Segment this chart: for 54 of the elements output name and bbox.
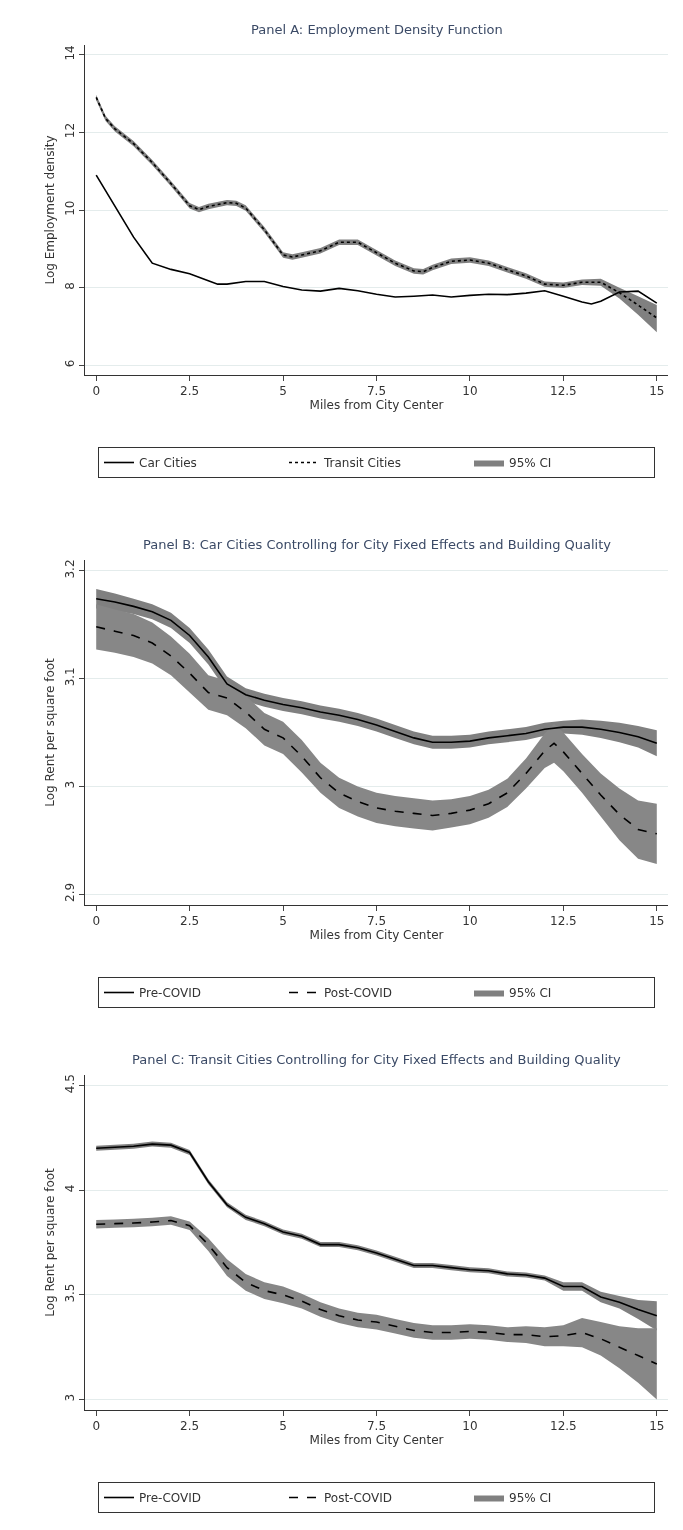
x-axis-title: Miles from City Center bbox=[309, 1433, 444, 1448]
x-tick-label: 12.5 bbox=[550, 914, 577, 929]
line-series bbox=[95, 1219, 658, 1365]
x-tick-label: 15 bbox=[649, 914, 665, 929]
y-tick-label: 8 bbox=[63, 282, 78, 290]
text: 95% CI bbox=[509, 1491, 552, 1506]
x-tick-label: 5 bbox=[279, 1419, 287, 1434]
x-tick-label: 7.5 bbox=[366, 1419, 387, 1434]
legend-label: Car Cities bbox=[139, 456, 197, 471]
y-tick-label: 3.1 bbox=[63, 667, 78, 687]
chart-title: Panel A: Employment Density Function bbox=[251, 22, 503, 37]
x-tick-label: 5 bbox=[279, 914, 287, 929]
x-tick-label: 0 bbox=[92, 914, 101, 929]
y-axis-title: Log Rent per square foot bbox=[42, 657, 57, 807]
x-tick-label: 0 bbox=[92, 384, 101, 399]
x-tick-label: 12.5 bbox=[550, 1419, 577, 1434]
y-tick-label: 14 bbox=[63, 45, 78, 61]
y-tick-label: 10 bbox=[63, 200, 78, 216]
y-tick-label: 3 bbox=[63, 1393, 78, 1402]
legend-label: Pre-COVID bbox=[139, 986, 202, 1001]
x-tick-label: 7.5 bbox=[366, 914, 387, 929]
y-axis-title: Log Rent per square foot bbox=[42, 1167, 57, 1317]
legend-label: Post-COVID bbox=[324, 986, 393, 1001]
x-tick-label: 10 bbox=[462, 384, 478, 399]
y-tick-label: 4 bbox=[63, 1184, 78, 1193]
x-tick-label: 2.5 bbox=[180, 384, 200, 399]
y-axis-title: Log Employment density bbox=[42, 135, 57, 285]
x-tick-label: 2.5 bbox=[180, 1419, 200, 1434]
x-tick-label: 15 bbox=[649, 1419, 665, 1434]
chart-title: Panel B: Car Cities Controlling for City Fixed Effects and Building Quality bbox=[143, 537, 612, 552]
y-tick-label: 3 bbox=[63, 780, 78, 789]
y-tick-label: 6 bbox=[63, 359, 78, 368]
x-tick-label: 10 bbox=[462, 1419, 478, 1434]
x-tick-label: 7.5 bbox=[366, 384, 387, 399]
x-tick-label: 15 bbox=[649, 384, 665, 399]
line-series bbox=[95, 626, 658, 835]
y-tick-label: 12 bbox=[63, 122, 78, 139]
legend-label: Post-COVID bbox=[324, 1491, 393, 1506]
chart-title: Panel C: Transit Cities Controlling for City Fixed Effects and Building Quality bbox=[132, 1052, 622, 1067]
x-axis-title: Miles from City Center bbox=[309, 928, 444, 943]
x-tick-label: 10 bbox=[462, 914, 478, 929]
x-tick-label: 12.5 bbox=[550, 384, 577, 399]
legend-label: Pre-COVID bbox=[139, 1491, 202, 1506]
y-tick-label: 4.5 bbox=[63, 1074, 78, 1094]
text: 95% CI bbox=[509, 456, 552, 471]
x-tick-label: 2.5 bbox=[180, 914, 200, 929]
x-tick-label: 5 bbox=[279, 384, 287, 399]
x-tick-label: 0 bbox=[92, 1419, 101, 1434]
y-tick-label: 2.9 bbox=[63, 882, 78, 902]
y-tick-label: 3.2 bbox=[63, 559, 78, 579]
legend-label: Transit Cities bbox=[323, 456, 401, 471]
x-axis-title: Miles from City Center bbox=[309, 398, 444, 413]
text: 95% CI bbox=[509, 986, 552, 1001]
y-tick-label: 3.5 bbox=[63, 1283, 78, 1303]
